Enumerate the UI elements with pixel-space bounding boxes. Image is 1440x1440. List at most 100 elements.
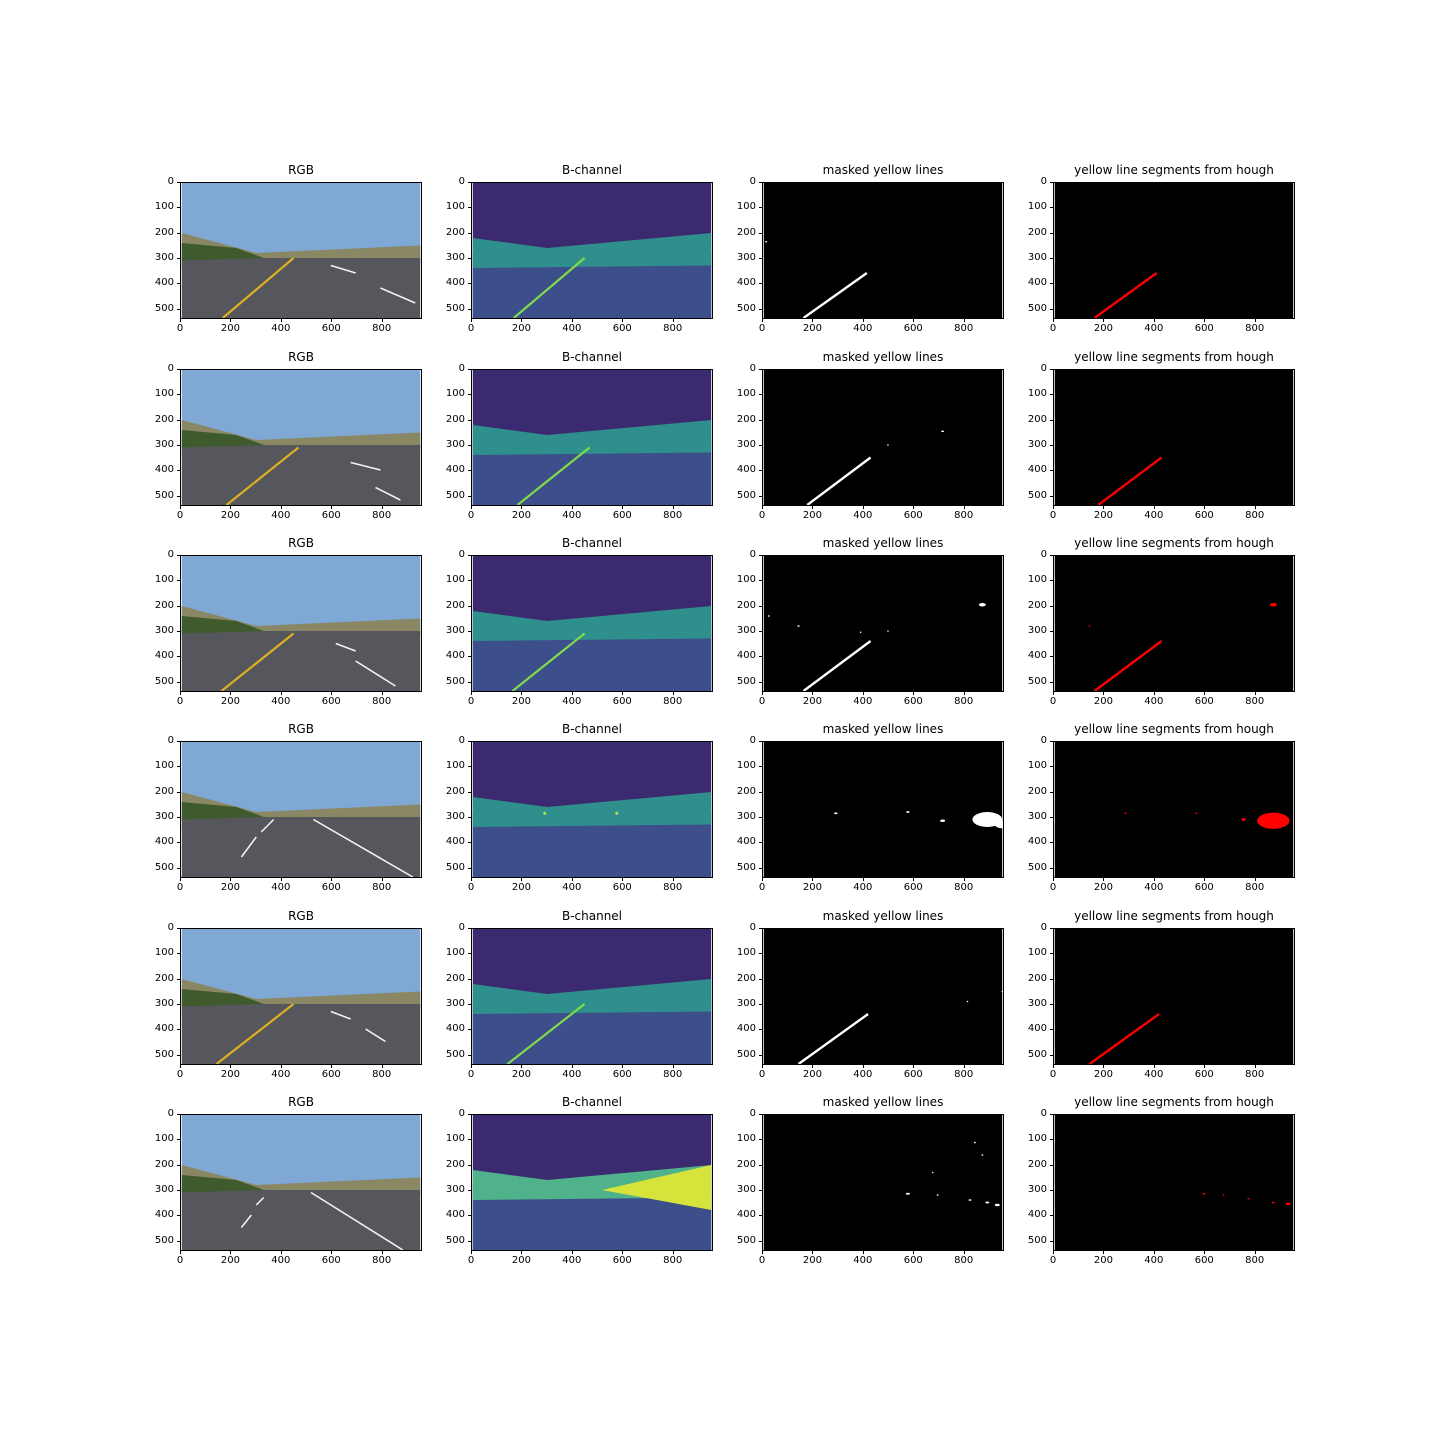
panel-title: masked yellow lines (822, 1095, 944, 1109)
y-tick-label: 300 (1017, 1184, 1053, 1196)
y-tick-label: 100 (144, 1133, 180, 1145)
panel-image (180, 182, 422, 319)
y-tick-label: 500 (144, 862, 180, 874)
y-tick-label: 500 (1017, 1049, 1053, 1061)
x-tick-label: 600 (898, 1065, 928, 1081)
y-tick-label: 0 (435, 549, 471, 561)
x-tick-label: 800 (949, 319, 979, 335)
x-tick-label: 800 (1240, 319, 1270, 335)
x-tick-label: 800 (1240, 692, 1270, 708)
y-tick-label: 400 (435, 277, 471, 289)
x-tick-label: 200 (506, 319, 536, 335)
x-tick-label: 0 (747, 692, 777, 708)
y-tick-label: 500 (435, 676, 471, 688)
y-tick-label: 300 (1017, 625, 1053, 637)
x-tick-label: 400 (557, 692, 587, 708)
bchannel-hills (472, 233, 712, 268)
y-tick-label: 400 (144, 650, 180, 662)
x-tick-label: 200 (215, 878, 245, 894)
x-tick-label: 200 (1088, 506, 1118, 522)
x-tick-label: 600 (316, 1065, 346, 1081)
y-tick-label: 100 (144, 760, 180, 772)
y-tick-label: 200 (435, 786, 471, 798)
x-tick-label: 200 (506, 692, 536, 708)
y-tick-label: 200 (144, 973, 180, 985)
y-tick-label: 400 (1017, 1209, 1053, 1221)
x-tick-label: 800 (1240, 878, 1270, 894)
bchannel-spot (543, 811, 547, 815)
subplot-r3-c1: RGB 0 100 200 300 400 500 0 200 400 600 800 (155, 536, 422, 707)
x-tick-label: 200 (797, 1251, 827, 1267)
y-tick-label: 100 (726, 1133, 762, 1145)
x-tick-label: 0 (165, 319, 195, 335)
subplot-r5-c4: yellow line segments from hough 0 100 200 30… (1028, 909, 1295, 1080)
mask-background (763, 183, 1003, 318)
x-tick-label: 400 (557, 319, 587, 335)
x-tick-label: 600 (1189, 692, 1219, 708)
y-tick-label: 400 (144, 464, 180, 476)
detected-blob (1247, 1197, 1250, 1200)
y-tick-label: 400 (1017, 1023, 1053, 1035)
subplot-r1-c3: masked yellow lines 0 100 200 300 400 500 0 200 4… (737, 163, 1004, 334)
y-tick-label: 500 (1017, 862, 1053, 874)
panel-title: B-channel (561, 163, 623, 177)
panel-image (180, 928, 422, 1065)
y-tick-label: 200 (726, 227, 762, 239)
y-tick-label: 0 (435, 363, 471, 375)
road (181, 1190, 421, 1250)
detected-blob (985, 1201, 990, 1204)
x-tick-label: 800 (658, 1065, 688, 1081)
x-tick-label: 400 (1139, 1251, 1169, 1267)
mask-background (1054, 556, 1294, 691)
x-tick-label: 600 (316, 878, 346, 894)
trees (181, 1175, 264, 1193)
white-lane-dash (240, 836, 257, 858)
x-tick-label: 400 (1139, 506, 1169, 522)
detected-blob (994, 1203, 1000, 1207)
x-tick-label: 600 (316, 319, 346, 335)
y-tick-label: 500 (1017, 676, 1053, 688)
road (181, 445, 421, 505)
x-tick-label: 400 (557, 878, 587, 894)
bchannel-spot (615, 811, 619, 815)
detected-blob (941, 430, 945, 433)
y-tick-label: 500 (435, 1049, 471, 1061)
trees (181, 430, 264, 448)
panel-image (762, 182, 1004, 319)
y-tick-label: 500 (726, 1049, 762, 1061)
trees (181, 989, 264, 1007)
y-tick-label: 100 (144, 388, 180, 400)
x-tick-label: 800 (367, 1251, 397, 1267)
subplot-r4-c1: RGB 0 100 200 300 400 500 0 200 400 600 800 (155, 722, 422, 893)
y-tick-label: 400 (726, 464, 762, 476)
panel-image (180, 369, 422, 506)
white-lane-dash (375, 486, 401, 501)
y-tick-label: 200 (435, 1159, 471, 1171)
y-tick-label: 100 (435, 760, 471, 772)
y-tick-label: 100 (435, 947, 471, 959)
x-tick-label: 0 (456, 692, 486, 708)
subplot-r2-c1: RGB 0 100 200 300 400 500 0 200 400 600 800 (155, 350, 422, 521)
x-tick-label: 200 (215, 1065, 245, 1081)
yellow-lane-line (225, 446, 300, 505)
bchannel-hills (472, 420, 712, 455)
detected-blob (940, 819, 946, 822)
detected-line (1088, 1013, 1160, 1064)
y-tick-label: 400 (435, 1209, 471, 1221)
subplot-r1-c2: B-channel 0 100 200 300 400 500 0 200 400 600 800 (446, 163, 713, 334)
white-lane-dash (260, 818, 275, 833)
x-tick-label: 0 (747, 506, 777, 522)
panel-title: B-channel (561, 1095, 623, 1109)
y-tick-label: 100 (144, 574, 180, 586)
x-tick-label: 0 (456, 319, 486, 335)
y-tick-label: 100 (435, 574, 471, 586)
detected-blob (1088, 625, 1091, 627)
y-tick-label: 200 (1017, 1159, 1053, 1171)
detected-blob (1124, 812, 1127, 815)
panel-title: B-channel (561, 909, 623, 923)
subplot-r5-c3: masked yellow lines 0 100 200 300 400 500 0 200 4… (737, 909, 1004, 1080)
y-tick-label: 500 (435, 862, 471, 874)
y-tick-label: 0 (726, 176, 762, 188)
x-tick-label: 200 (506, 878, 536, 894)
detected-blob (1241, 818, 1247, 821)
